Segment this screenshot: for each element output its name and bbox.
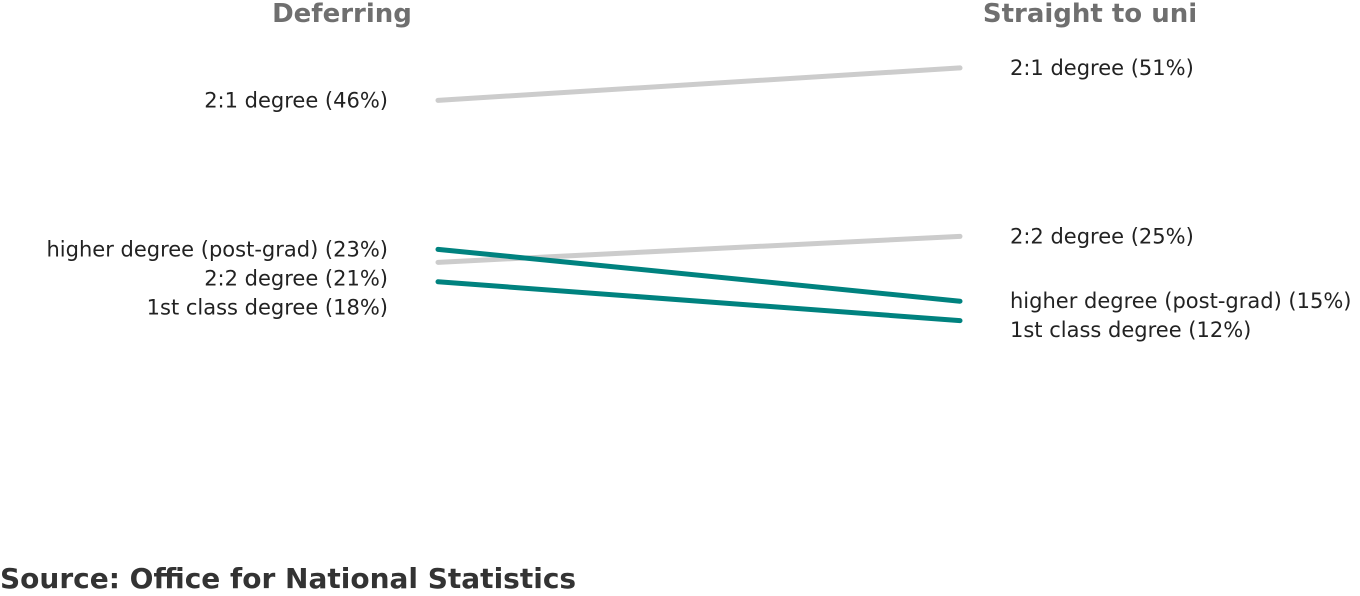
- left-label-2-1-degree: 2:1 degree (46%): [204, 88, 388, 112]
- right-labels: 2:1 degree (51%) 2:2 degree (25%) higher d…: [1010, 56, 1352, 342]
- slope-line-2-1-degree: [438, 68, 960, 100]
- left-label-1st-class-degree: 1st class degree (18%): [147, 295, 388, 319]
- right-label-higher-degree-post-grad: higher degree (post-grad) (15%): [1010, 289, 1352, 313]
- right-label-2-2-degree: 2:2 degree (25%): [1010, 224, 1194, 248]
- header-deferring: Deferring: [272, 0, 412, 29]
- left-label-2-2-degree: 2:2 degree (21%): [204, 266, 388, 290]
- slope-line-1st-class-degree: [438, 282, 960, 321]
- right-label-2-1-degree: 2:1 degree (51%): [1010, 56, 1194, 80]
- slope-line-higher-degree-post-grad: [438, 249, 960, 301]
- left-label-higher-degree-post-grad: higher degree (post-grad) (23%): [47, 237, 389, 261]
- right-label-1st-class-degree: 1st class degree (12%): [1010, 318, 1251, 342]
- source-note: Source: Office for National Statistics: [0, 562, 576, 595]
- slope-lines: [438, 68, 960, 321]
- header-straight-to-uni: Straight to uni: [983, 0, 1197, 29]
- left-labels: 2:1 degree (46%) higher degree (post-grad…: [47, 88, 389, 319]
